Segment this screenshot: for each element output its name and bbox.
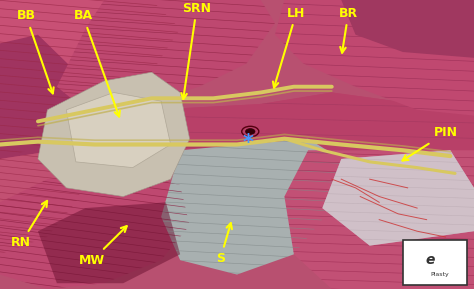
Polygon shape bbox=[0, 35, 85, 159]
Polygon shape bbox=[38, 72, 190, 197]
Polygon shape bbox=[322, 150, 474, 246]
Polygon shape bbox=[0, 0, 180, 159]
Polygon shape bbox=[275, 0, 474, 116]
Text: S: S bbox=[216, 223, 232, 265]
FancyBboxPatch shape bbox=[403, 240, 467, 285]
Polygon shape bbox=[38, 202, 180, 283]
Polygon shape bbox=[322, 150, 474, 246]
Polygon shape bbox=[57, 0, 275, 110]
Text: e: e bbox=[426, 253, 435, 267]
Text: RN: RN bbox=[11, 201, 47, 249]
Polygon shape bbox=[284, 150, 474, 289]
Text: PIN: PIN bbox=[402, 127, 457, 160]
Text: LH: LH bbox=[273, 7, 305, 88]
Text: SRN: SRN bbox=[182, 2, 211, 99]
Polygon shape bbox=[0, 92, 474, 179]
Circle shape bbox=[246, 129, 255, 134]
Text: Plasty: Plasty bbox=[431, 271, 449, 277]
Text: BB: BB bbox=[17, 10, 54, 93]
Polygon shape bbox=[0, 173, 190, 289]
Polygon shape bbox=[161, 139, 341, 275]
Polygon shape bbox=[0, 92, 474, 179]
Text: MW: MW bbox=[79, 226, 127, 266]
Text: BR: BR bbox=[339, 7, 358, 53]
Polygon shape bbox=[0, 150, 95, 254]
Text: *: * bbox=[242, 133, 254, 153]
Text: BA: BA bbox=[73, 10, 120, 116]
Polygon shape bbox=[341, 0, 474, 58]
Polygon shape bbox=[66, 92, 171, 168]
